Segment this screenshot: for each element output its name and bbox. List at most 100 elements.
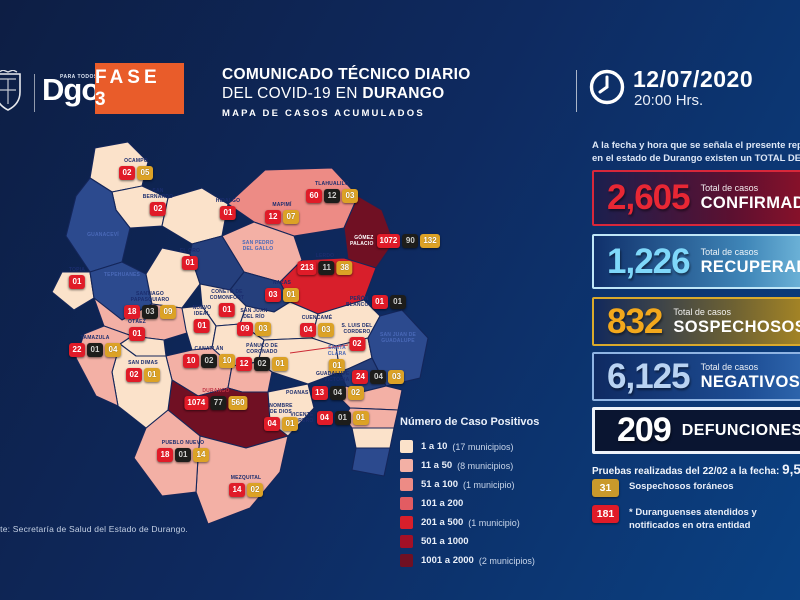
stat-card-confirmados: 2,605 Total de casos CONFIRMADOS [592, 170, 800, 226]
deaths-value: 209 [617, 411, 672, 449]
case-badge-confirmed: 09 [237, 322, 253, 336]
case-badge-confirmed: 18 [157, 447, 173, 462]
case-badge-suspected: 14 [193, 447, 209, 462]
case-badges: 14 02 [229, 482, 263, 497]
case-badge-confirmed: 02 [150, 202, 166, 216]
case-badge-suspected: 04 [105, 342, 121, 357]
municipality-label: CONETO DE COMONFORT [209, 289, 245, 302]
case-badge-confirmed: 01 [220, 205, 236, 220]
confirmed-value: 2,605 [607, 178, 691, 217]
municipality-label: NOMBRE DE DIOS [269, 403, 293, 416]
case-badge-deaths: 01 [87, 342, 103, 357]
case-badge-confirmed: 04 [264, 417, 280, 431]
case-badge-suspected: 01 [282, 417, 298, 431]
stat-card-recuperados: 1,226 Total de casos RECUPERADOS [592, 234, 800, 289]
map-marker-mapimi: MAPIMÍ 12 07 [265, 202, 299, 224]
legend-range: 101 a 200 [421, 498, 464, 509]
case-badge-suspected: 01 [283, 287, 299, 302]
municipality-label: GÓMEZ PALACIO [350, 234, 374, 247]
map-marker-pueblo-nuevo: PUEBLO NUEVO 18 01 14 [157, 440, 209, 462]
case-badges: 01 [220, 205, 236, 220]
municipality-label: TOPIA [68, 267, 86, 273]
case-badge-confirmed: 24 [352, 370, 369, 384]
case-badge-deaths: 03 [142, 305, 158, 319]
tests-value: 9,580 [782, 462, 800, 477]
case-badge-confirmed: 18 [124, 305, 140, 319]
title-line-1: COMUNICADO TÉCNICO DIARIO [222, 66, 471, 83]
municipality-label: S. LUIS DEL CORDERO [341, 323, 373, 336]
municipality-label: SAN DIMAS [128, 360, 158, 366]
municipality-label: SANTIAGO PAPASQUIARO [130, 291, 170, 304]
legend-item: 501 a 1000 [400, 532, 539, 551]
legend-item: 201 a 500 (1 municipio) [400, 513, 539, 532]
case-badges: 10 02 10 [183, 353, 235, 368]
map-marker-lerdo: LERDO 213 11 38 [297, 253, 353, 275]
negative-prefix: Total de casos [700, 361, 759, 372]
case-badge-confirmed: 213 [297, 260, 317, 275]
treated-elsewhere-text: * Duranguenses atendidos y notificados e… [629, 507, 757, 531]
map-marker-nombre-de-dios: NOMBRE DE DIOS 04 01 [264, 403, 298, 431]
municipality-label: PUEBLO NUEVO [161, 440, 205, 446]
case-badge-confirmed: 12 [236, 357, 252, 371]
case-badges: 03 01 [265, 287, 299, 302]
legend-range: 1001 a 2000 [421, 555, 474, 566]
map-marker-nazas: NAZAS 03 01 [265, 280, 299, 302]
header-divider [576, 70, 577, 112]
case-badge-suspected: 03 [255, 322, 271, 336]
legend-note: (8 municipios) [457, 460, 514, 471]
case-badges: 01 [194, 319, 210, 333]
map-marker-panuco-de-coronado: PÁNUCO DE CORONADO 12 02 01 [236, 343, 288, 371]
stat-card-sospechosos: 832 Total de casos SOSPECHOSOS [592, 297, 800, 346]
case-badge-suspected: 01 [144, 367, 160, 382]
municipality-label: POANAS [286, 389, 309, 396]
case-badge-suspected: 38 [336, 260, 353, 275]
map-marker-san-bernardo: SAN BERNARDO 02 [143, 188, 174, 216]
case-badge-confirmed: 03 [265, 287, 281, 302]
map-marker-guanacevi: GUANACEVÍ [87, 232, 119, 240]
municipality-label: GUADALUPE VICTORIA [316, 370, 350, 383]
case-badge-confirmed: 22 [69, 342, 85, 357]
map-marker-tlahualilo: TLAHUALILO 60 12 03 [306, 181, 358, 203]
brand-tagline: PARA TODOS [60, 74, 98, 80]
note-suspected-foreign: 31 Sospechosos foráneos [592, 479, 734, 497]
negative-label: NEGATIVOS [700, 372, 800, 391]
stat-card-defunciones: 209 DEFUNCIONES [592, 407, 800, 454]
municipality-label: LERDO [315, 253, 335, 259]
case-badges: 22 01 04 [69, 342, 121, 357]
municipality-label: TAMAZULA [80, 335, 110, 341]
case-badge-confirmed: 10 [183, 353, 199, 368]
map-marker-el-oro: EL ORO 01 [180, 248, 200, 270]
map-marker-hidalgo: HIDALGO 01 [216, 198, 240, 220]
municipality-label: CUENCAMÉ [301, 315, 333, 321]
legend-note: (1 municipio) [468, 517, 520, 528]
map-marker-san-juan-del-rio: SAN JUAN DEL RÍO 09 03 [237, 308, 271, 336]
legend-title: Número de Caso Positivos [400, 416, 540, 428]
case-badges: 18 01 14 [157, 447, 209, 462]
legend-range: 1 a 10 [421, 441, 448, 452]
negative-value: 6,125 [607, 356, 691, 396]
brand-wordmark: Dgo [42, 72, 100, 107]
case-badges: 12 02 01 [236, 357, 288, 371]
stat-card-negativos: 6,125 Total de casos NEGATIVOS [592, 352, 800, 401]
case-badges: 01 01 [371, 295, 406, 309]
case-badge-confirmed: 1074 [184, 395, 209, 410]
legend-item: 1 a 10 (17 municipios) [400, 437, 539, 456]
case-badge-confirmed: 12 [265, 209, 281, 224]
confirmed-prefix: Total de casos [700, 183, 759, 193]
municipality-label: SAN BERNARDO [142, 188, 174, 201]
logo-divider [34, 74, 35, 112]
case-badges: 01 [68, 274, 85, 289]
municipality-label: VICENTE GUERRERO [283, 411, 314, 424]
case-badges: 02 01 [126, 367, 160, 382]
legend-note: (1 municipio) [462, 479, 515, 490]
case-badge-confirmed: 04 [300, 322, 316, 337]
treated-elsewhere-badge: 181 [592, 505, 619, 523]
map-marker-santa-clara: SANTA CLARA 01 [328, 345, 347, 373]
municipality-label: OCAMPO [124, 158, 148, 164]
case-badge-confirmed: 60 [306, 188, 322, 203]
region-suchil [351, 447, 391, 477]
municipality-label: TEPEHUANES [103, 272, 141, 278]
case-badge-suspected: 02 [347, 386, 364, 400]
case-badges: 13 04 02 [311, 386, 364, 400]
municipality-label: HIDALGO [215, 198, 241, 204]
